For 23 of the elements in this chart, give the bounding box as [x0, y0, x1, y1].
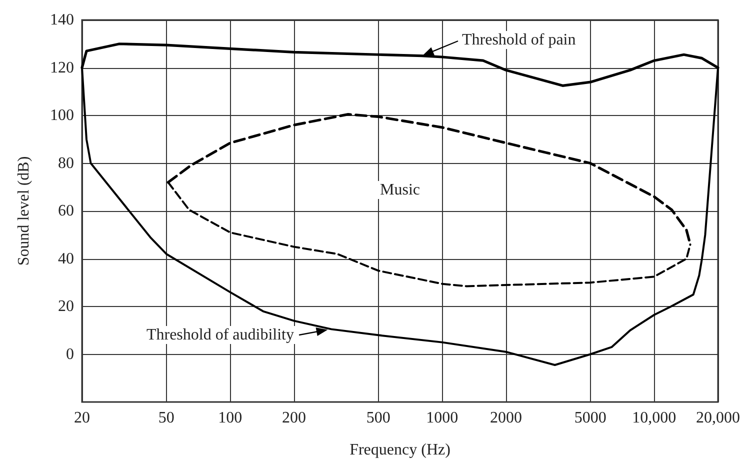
x-tick-label: 200 — [282, 410, 306, 426]
x-tick-label: 20 — [74, 410, 90, 426]
x-tick-label: 50 — [158, 410, 174, 426]
x-tick-label: 2000 — [490, 410, 522, 426]
series-label: Threshold of audibility — [146, 326, 294, 344]
x-tick-label: 5000 — [574, 410, 606, 426]
x-tick-label: 10,000 — [632, 410, 676, 426]
y-tick-label: 0 — [66, 346, 74, 363]
x-tick-label: 500 — [366, 410, 390, 426]
legend-label: Threshold of pain — [462, 32, 576, 48]
y-tick-label: 140 — [50, 12, 74, 28]
y-tick-label: 120 — [50, 59, 74, 76]
y-axis-title: Sound level (dB) — [16, 156, 32, 266]
y-tick-label: 60 — [58, 202, 74, 220]
x-tick-label: 100 — [218, 410, 242, 426]
x-tick-label: 1000 — [426, 410, 458, 426]
x-axis-title: Frequency (Hz) — [350, 442, 450, 458]
annotation: Music — [380, 182, 420, 198]
y-tick-label: 40 — [58, 250, 74, 268]
y-tick-label: 20 — [58, 298, 74, 315]
x-tick-label: 20,000 — [696, 410, 740, 426]
y-tick-label: 100 — [50, 107, 74, 124]
y-tick-label: 80 — [58, 154, 74, 172]
